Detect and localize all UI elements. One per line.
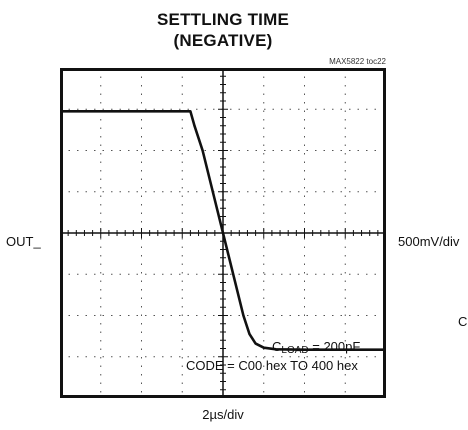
oscilloscope-plot (60, 68, 386, 398)
load-annotation-subscript: LOAD (281, 345, 309, 356)
load-annotation-value: = 200pF (308, 339, 361, 354)
trace-label: OUT_ (6, 234, 41, 249)
load-annotation: CLOAD = 200pF (272, 339, 360, 356)
chart-title-line-1: SETTLING TIME (157, 10, 289, 29)
load-annotation-main: C (272, 339, 282, 354)
cut-off-label: C (458, 314, 468, 329)
scope-frame (60, 68, 386, 398)
waveform-trace-out (60, 109, 386, 352)
code-annotation: CODE = C00 hex TO 400 hex (186, 358, 358, 373)
chart-title-line-2: (NEGATIVE) (173, 31, 273, 50)
figure-reference: MAX5822 toc22 (329, 57, 386, 66)
horizontal-scale-label: 2µs/div (202, 407, 244, 422)
vertical-scale-label: 500mV/div (398, 234, 460, 249)
